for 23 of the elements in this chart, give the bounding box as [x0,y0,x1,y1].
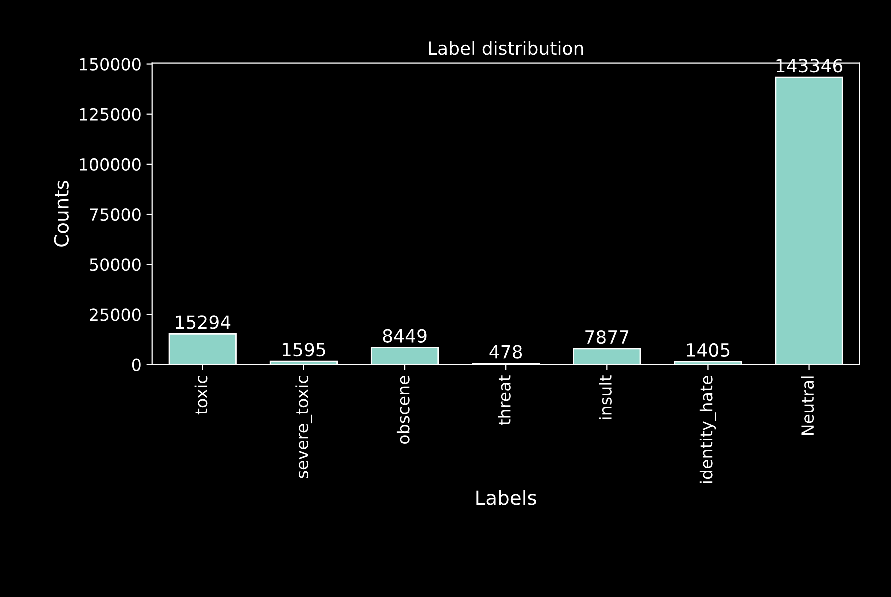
x-axis-title: Labels [476,490,536,506]
y-tick-label: 0 [132,358,141,372]
data-label: 1405 [687,343,730,358]
data-label: 478 [490,345,522,359]
y-tick-label: 100000 [80,158,141,172]
y-tick-label: 150000 [80,58,141,71]
x-tick-label: identity_hate [700,376,717,484]
data-label: 8449 [383,329,427,343]
data-label: 1595 [282,343,326,357]
chart-title: Label distribution [429,41,584,56]
data-label: 15294 [176,316,231,330]
y-axis-title: Counts [54,181,69,247]
y-tick-label: 125000 [80,108,141,121]
x-tick-label: obscene [396,376,410,444]
x-tick-label: insult [599,376,612,420]
x-tick-label: threat [498,376,511,426]
data-label: 7877 [586,330,629,344]
y-tick-label: 25000 [90,308,141,322]
x-tick-label: toxic [194,376,208,415]
x-tick-label: Neutral [801,376,814,436]
y-tick-label: 75000 [90,208,141,222]
x-tick-label: severe_toxic [296,376,312,478]
y-tick-label: 50000 [90,258,141,272]
